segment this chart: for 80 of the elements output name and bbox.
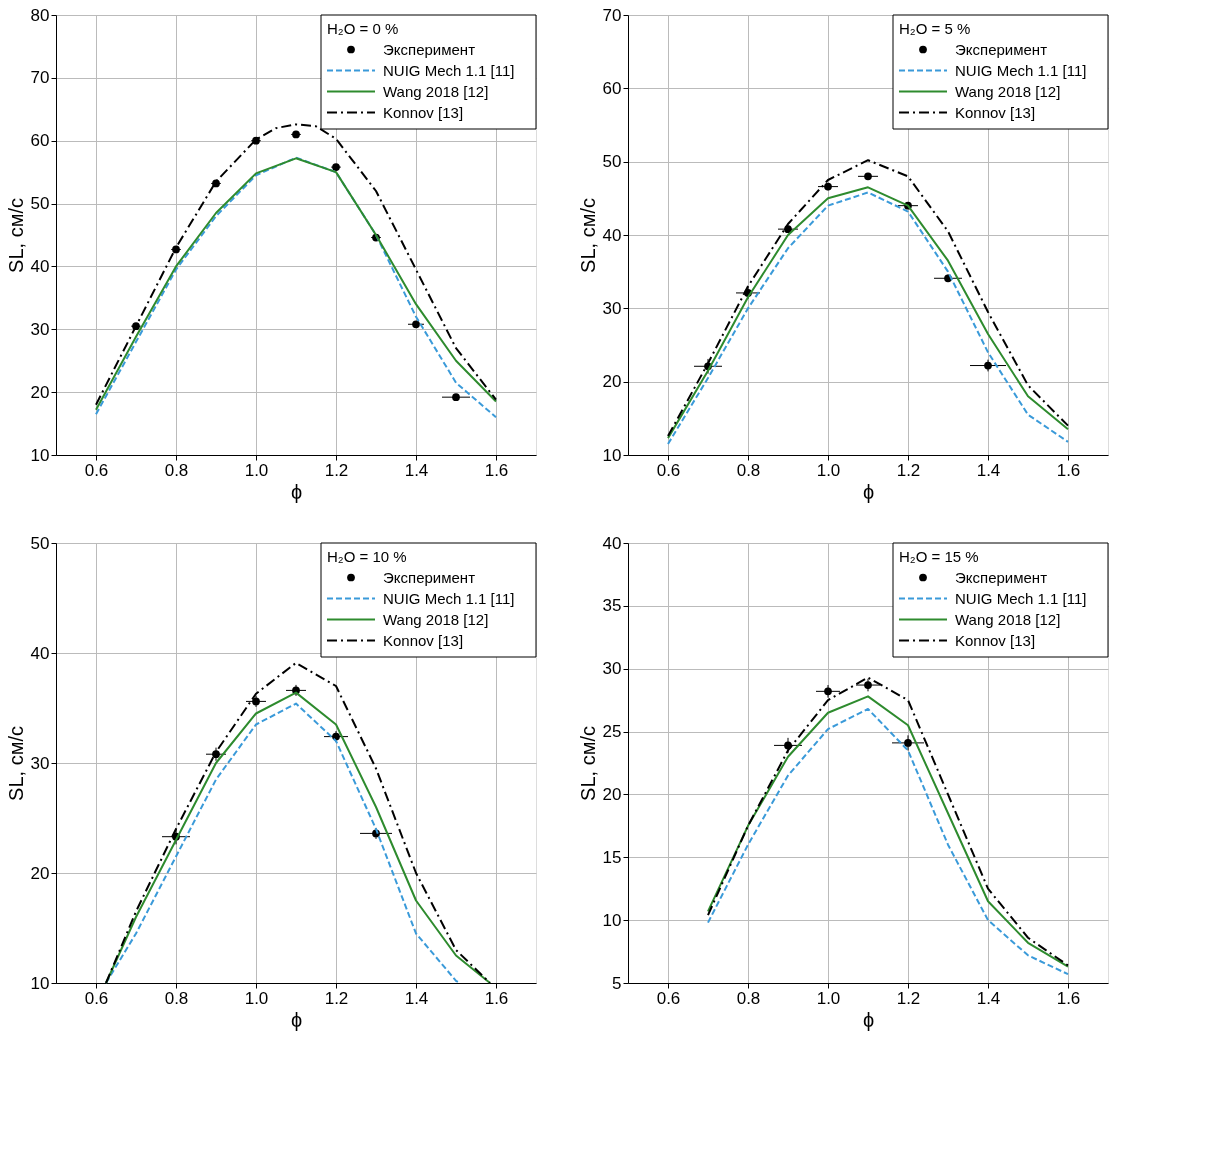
legend-label: Эксперимент xyxy=(955,40,1048,58)
x-tick-label: 0.8 xyxy=(164,988,189,1008)
y-tick-label: 50 xyxy=(602,152,622,172)
legend-label: Konnov [13] xyxy=(955,103,1036,121)
x-axis-title: ϕ xyxy=(290,480,303,503)
y-tick-label: 50 xyxy=(30,194,50,214)
x-tick-label: 1.2 xyxy=(896,460,921,480)
x-tick-label: 1.6 xyxy=(484,460,509,480)
legend-label: Konnov [13] xyxy=(383,103,464,121)
x-tick-label: 0.8 xyxy=(736,460,761,480)
y-tick-label: 60 xyxy=(602,78,622,98)
y-axis-title: SL, см/с xyxy=(576,726,599,801)
y-tick-label: 40 xyxy=(30,256,50,276)
x-axis-title: ϕ xyxy=(862,480,875,503)
legend-label: Wang 2018 [12] xyxy=(383,82,489,100)
legend-title: H₂O = 15 % xyxy=(899,548,979,565)
y-tick-label: 50 xyxy=(30,533,50,553)
legend-label: Wang 2018 [12] xyxy=(955,82,1061,100)
y-tick-label: 20 xyxy=(30,863,50,883)
x-tick-label: 1.0 xyxy=(816,988,841,1008)
y-tick-label: 10 xyxy=(30,973,50,993)
y-tick-label: 20 xyxy=(30,382,50,402)
x-axis-title: ϕ xyxy=(862,1008,875,1031)
legend-title: H₂O = 10 % xyxy=(327,548,407,565)
x-tick-label: 1.0 xyxy=(244,988,269,1008)
legend-label: Эксперимент xyxy=(955,568,1048,586)
y-tick-label: 10 xyxy=(602,910,622,930)
x-tick-label: 1.4 xyxy=(404,460,429,480)
x-tick-label: 1.6 xyxy=(1056,988,1081,1008)
y-tick-label: 5 xyxy=(612,973,622,993)
y-tick-label: 60 xyxy=(30,131,50,151)
x-tick-label: 1.0 xyxy=(816,460,841,480)
legend-label: NUIG Mech 1.1 [11] xyxy=(955,589,1087,607)
y-tick-label: 30 xyxy=(30,319,50,339)
x-tick-label: 1.2 xyxy=(896,988,921,1008)
legend-label: Wang 2018 [12] xyxy=(383,610,489,628)
x-tick-label: 0.6 xyxy=(656,460,681,480)
x-tick-label: 0.8 xyxy=(736,988,761,1008)
x-tick-label: 1.2 xyxy=(324,988,349,1008)
y-axis-title: SL, см/с xyxy=(4,726,27,801)
x-tick-label: 1.4 xyxy=(976,460,1001,480)
legend-label: NUIG Mech 1.1 [11] xyxy=(383,61,515,79)
x-axis-title: ϕ xyxy=(290,1008,303,1031)
legend-title: H₂O = 5 % xyxy=(899,20,971,37)
y-tick-label: 40 xyxy=(30,643,50,663)
y-tick-label: 20 xyxy=(602,784,622,804)
x-tick-label: 1.4 xyxy=(976,988,1001,1008)
x-tick-label: 1.6 xyxy=(484,988,509,1008)
x-tick-label: 1.2 xyxy=(324,460,349,480)
y-tick-label: 20 xyxy=(602,372,622,392)
y-tick-label: 30 xyxy=(30,753,50,773)
x-tick-label: 1.0 xyxy=(244,460,269,480)
y-tick-label: 25 xyxy=(602,722,622,742)
y-tick-label: 30 xyxy=(602,659,622,679)
y-tick-label: 10 xyxy=(602,445,622,465)
legend-label: NUIG Mech 1.1 [11] xyxy=(955,61,1087,79)
legend-label: Эксперимент xyxy=(383,40,476,58)
y-tick-label: 30 xyxy=(602,298,622,318)
legend-label: Konnov [13] xyxy=(383,631,464,649)
x-tick-label: 0.6 xyxy=(84,460,109,480)
y-tick-label: 70 xyxy=(30,68,50,88)
y-tick-label: 35 xyxy=(602,596,622,616)
y-axis-title: SL, см/с xyxy=(4,198,27,273)
y-tick-label: 40 xyxy=(602,533,622,553)
y-tick-label: 40 xyxy=(602,225,622,245)
x-tick-label: 0.6 xyxy=(656,988,681,1008)
y-tick-label: 15 xyxy=(602,847,622,867)
legend-label: Konnov [13] xyxy=(955,631,1036,649)
y-axis-title: SL, см/с xyxy=(576,198,599,273)
x-tick-label: 0.6 xyxy=(84,988,109,1008)
x-tick-label: 1.4 xyxy=(404,988,429,1008)
y-tick-label: 80 xyxy=(30,5,50,25)
y-tick-label: 70 xyxy=(602,5,622,25)
x-tick-label: 0.8 xyxy=(164,460,189,480)
legend-label: Эксперимент xyxy=(383,568,476,586)
legend-label: NUIG Mech 1.1 [11] xyxy=(383,589,515,607)
legend-title: H₂O = 0 % xyxy=(327,20,399,37)
y-tick-label: 10 xyxy=(30,445,50,465)
x-tick-label: 1.6 xyxy=(1056,460,1081,480)
legend-label: Wang 2018 [12] xyxy=(955,610,1061,628)
